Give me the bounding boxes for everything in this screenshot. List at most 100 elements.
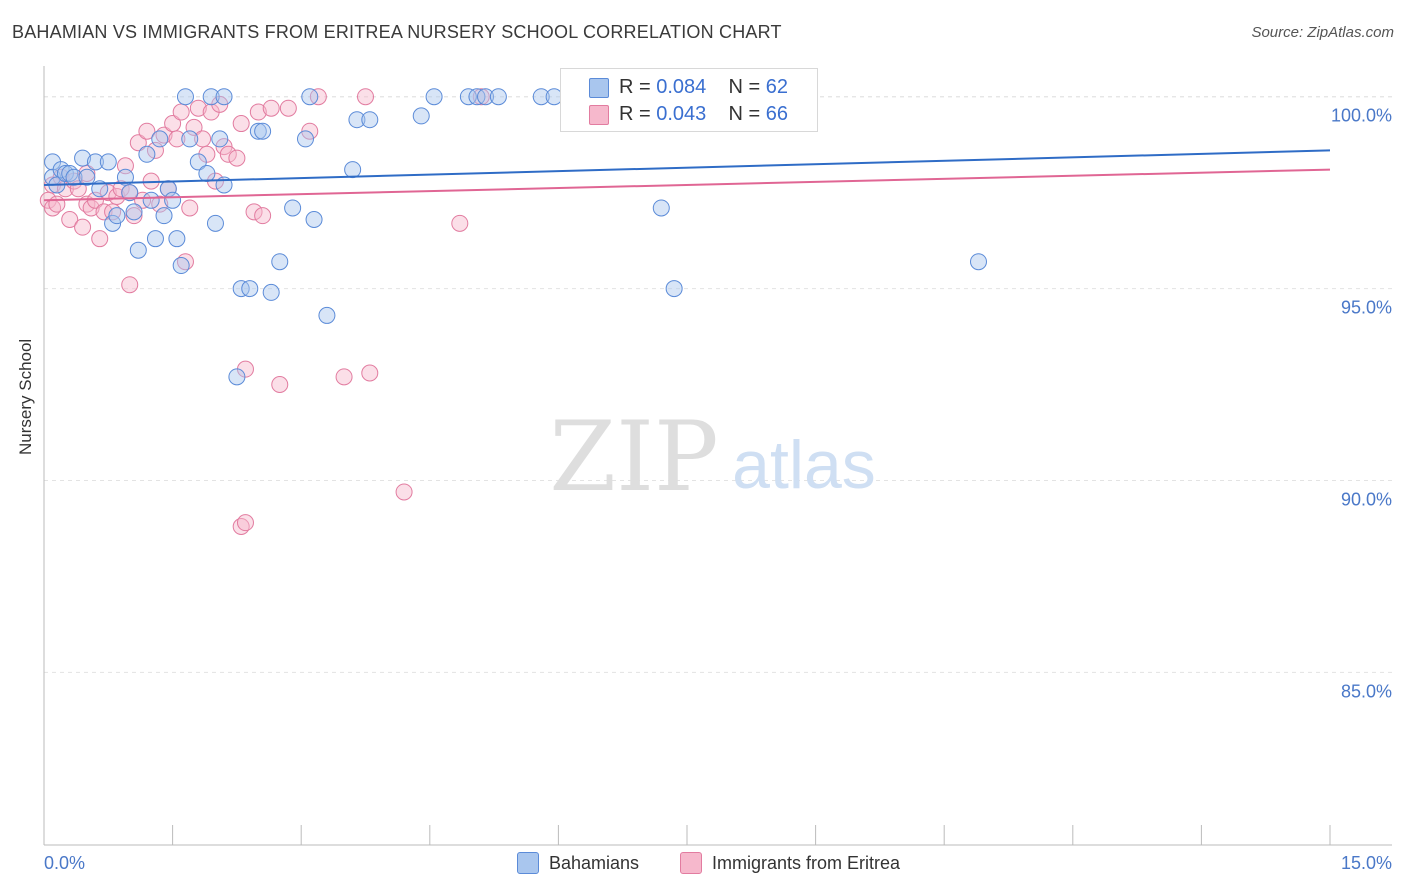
bahamians-point xyxy=(665,280,683,298)
eritrea-point xyxy=(361,364,379,382)
eritrea-point xyxy=(254,207,272,225)
bahamians-point xyxy=(361,111,379,129)
eritrea-trend-line xyxy=(43,168,1331,202)
eritrea-point xyxy=(262,99,280,117)
bahamians-point xyxy=(211,130,229,148)
eritrea-point xyxy=(181,199,199,217)
bahamians-point xyxy=(91,180,109,198)
bahamians-point xyxy=(74,149,92,167)
legend-n-value: 66 xyxy=(765,102,789,125)
eritrea-point xyxy=(189,99,207,117)
eritrea-point xyxy=(108,187,126,205)
eritrea-point xyxy=(245,203,263,221)
bahamians-point xyxy=(142,191,160,209)
eritrea-point xyxy=(78,164,96,182)
eritrea-point xyxy=(138,122,156,140)
eritrea-point xyxy=(249,103,267,121)
bahamians-point xyxy=(138,145,156,163)
eritrea-point xyxy=(219,145,237,163)
bahamians-point xyxy=(56,164,74,182)
bahamians-point xyxy=(425,88,443,106)
bahamians-point xyxy=(477,88,495,106)
y-tick-label: 100.0% xyxy=(1331,106,1392,126)
axes xyxy=(43,66,1392,846)
bahamians-point xyxy=(412,107,430,125)
legend-text-eritrea: R = 0.043 N = 66 xyxy=(619,103,788,126)
grid-lines xyxy=(44,96,1392,673)
watermark: ZIP atlas xyxy=(549,401,875,513)
eritrea-point xyxy=(91,230,109,248)
legend-n-label: N = xyxy=(728,75,766,98)
bahamians-point xyxy=(489,88,507,106)
tick-labels: 100.0% 95.0% 90.0% 85.0% 0.0% 15.0% xyxy=(44,106,1392,873)
eritrea-point xyxy=(236,514,254,532)
bahamians-trend-line xyxy=(43,149,1331,186)
correlation-legend: R = 0.084 N = 62 R = 0.043 N = 66 xyxy=(560,68,818,132)
legend-n-label: N = xyxy=(728,102,766,125)
eritrea-point xyxy=(172,103,190,121)
legend-r-value: 0.084 xyxy=(656,75,707,98)
bahamians-point xyxy=(108,207,126,225)
bahamians-point xyxy=(176,88,194,106)
bahamians-point xyxy=(969,253,987,271)
bahamians-point xyxy=(468,88,486,106)
bahamians-point xyxy=(271,253,289,271)
eritrea-point xyxy=(116,157,134,175)
eritrea-point xyxy=(74,218,92,236)
bahamians-point xyxy=(151,130,169,148)
bahamians-point xyxy=(164,191,182,209)
bahamians-point xyxy=(99,153,117,171)
bahamians-point xyxy=(65,168,83,186)
bahamians-point xyxy=(155,207,173,225)
bahamians-point xyxy=(318,306,336,324)
watermark-zip: ZIP xyxy=(549,401,718,513)
bahamians-point xyxy=(78,168,96,186)
bahamians-label: Bahamians xyxy=(549,852,640,873)
series-legend-bahamians[interactable]: Bahamians xyxy=(517,852,639,874)
y-tick-label: 95.0% xyxy=(1341,298,1392,318)
bahamians-point xyxy=(228,368,246,386)
x-tick-label-min: 0.0% xyxy=(44,853,85,873)
bahamians-point xyxy=(301,88,319,106)
chart-title: BAHAMIAN VS IMMIGRANTS FROM ERITREA NURS… xyxy=(12,22,782,42)
bahamians-point xyxy=(254,122,272,140)
bahamians-point xyxy=(206,214,224,232)
legend-r-value: 0.043 xyxy=(656,102,707,125)
eritrea-swatch xyxy=(680,852,702,874)
bahamians-point xyxy=(262,283,280,301)
eritrea-point xyxy=(232,115,250,133)
eritrea-point xyxy=(125,207,143,225)
eritrea-point xyxy=(472,88,490,106)
eritrea-point xyxy=(95,203,113,221)
bahamians-point xyxy=(459,88,477,106)
eritrea-point xyxy=(228,149,246,167)
series-legend-eritrea[interactable]: Immigrants from Eritrea xyxy=(680,852,900,874)
eritrea-point xyxy=(357,88,374,106)
bahamians-point xyxy=(344,161,362,179)
bahamians-point xyxy=(189,153,207,171)
eritrea-point xyxy=(335,368,353,386)
eritrea-point xyxy=(121,276,139,294)
bahamians-point xyxy=(305,210,323,228)
y-tick-label: 85.0% xyxy=(1341,681,1392,701)
eritrea-point xyxy=(61,210,79,228)
x-tick-label-max: 15.0% xyxy=(1341,853,1392,873)
legend-swatch-blue xyxy=(589,78,609,98)
bahamians-point xyxy=(532,88,550,106)
bahamians-point xyxy=(129,241,147,259)
bahamians-point xyxy=(198,164,216,182)
bahamians-point xyxy=(215,88,233,106)
bahamians-swatch xyxy=(517,852,539,874)
eritrea-point xyxy=(48,195,66,213)
bahamians-point xyxy=(146,230,164,248)
eritrea-point xyxy=(164,115,182,133)
trend-lines xyxy=(43,149,1331,202)
legend-r-label: R = xyxy=(619,102,657,125)
y-tick-label: 90.0% xyxy=(1341,489,1392,509)
eritrea-point xyxy=(168,130,186,148)
bahamians-point xyxy=(121,184,139,202)
eritrea-label: Immigrants from Eritrea xyxy=(712,852,901,873)
eritrea-point xyxy=(99,184,117,202)
legend-swatch-pink xyxy=(589,105,609,125)
